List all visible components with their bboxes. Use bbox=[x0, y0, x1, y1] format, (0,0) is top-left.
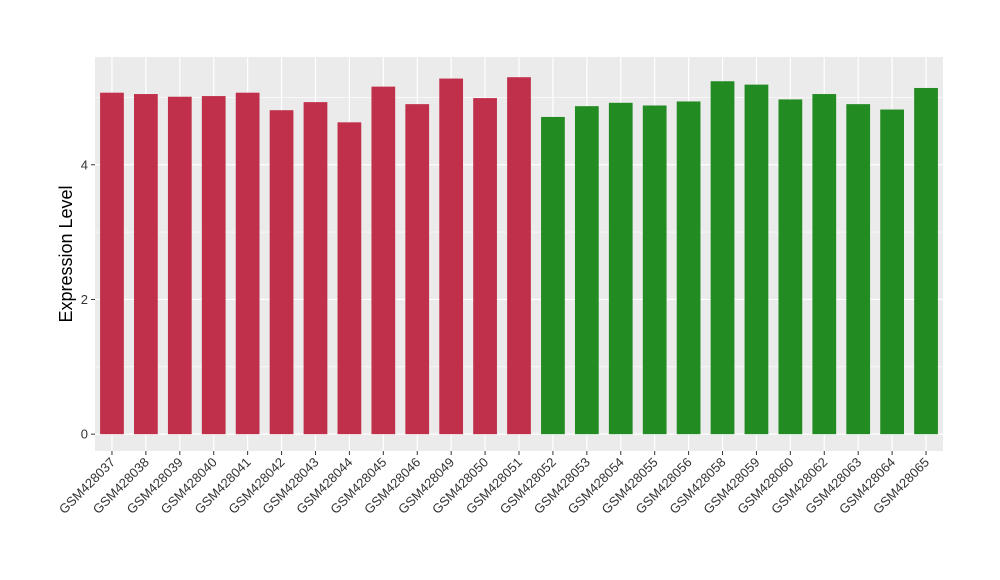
y-axis-title: Expression Level bbox=[56, 185, 76, 322]
bar-GSM428053 bbox=[574, 106, 599, 435]
bar-GSM428043 bbox=[303, 102, 328, 435]
y-tick-label: 2 bbox=[81, 292, 88, 307]
bar-GSM428044 bbox=[337, 122, 362, 435]
bar-GSM428046 bbox=[405, 104, 430, 435]
bar-GSM428055 bbox=[642, 105, 667, 435]
bar-GSM428058 bbox=[710, 81, 735, 435]
y-axis: 0 2 4 bbox=[81, 157, 95, 442]
bar-GSM428037 bbox=[100, 92, 124, 435]
y-tick-label: 0 bbox=[81, 427, 88, 442]
bar-GSM428060 bbox=[778, 99, 803, 435]
bar-GSM428052 bbox=[541, 116, 565, 435]
bar-GSM428038 bbox=[134, 94, 158, 435]
bar-GSM428040 bbox=[201, 96, 226, 435]
bar-GSM428042 bbox=[269, 110, 294, 435]
bar-GSM428045 bbox=[371, 86, 396, 435]
bar-GSM428064 bbox=[880, 109, 904, 435]
bars bbox=[100, 77, 938, 435]
x-axis: GSM428037GSM428038GSM428039GSM428040GSM4… bbox=[56, 451, 932, 517]
bar-GSM428049 bbox=[439, 78, 464, 435]
bar-GSM428063 bbox=[846, 104, 871, 435]
bar-GSM428051 bbox=[507, 77, 531, 435]
bar-GSM428039 bbox=[167, 96, 192, 435]
bar-GSM428050 bbox=[473, 98, 497, 435]
bar-GSM428056 bbox=[676, 101, 701, 435]
bar-GSM428065 bbox=[914, 87, 938, 435]
bar-GSM428041 bbox=[235, 92, 260, 435]
bar-GSM428059 bbox=[744, 84, 769, 435]
y-tick-label: 4 bbox=[81, 157, 88, 172]
bar-GSM428062 bbox=[812, 94, 837, 435]
bar-GSM428054 bbox=[608, 102, 633, 435]
